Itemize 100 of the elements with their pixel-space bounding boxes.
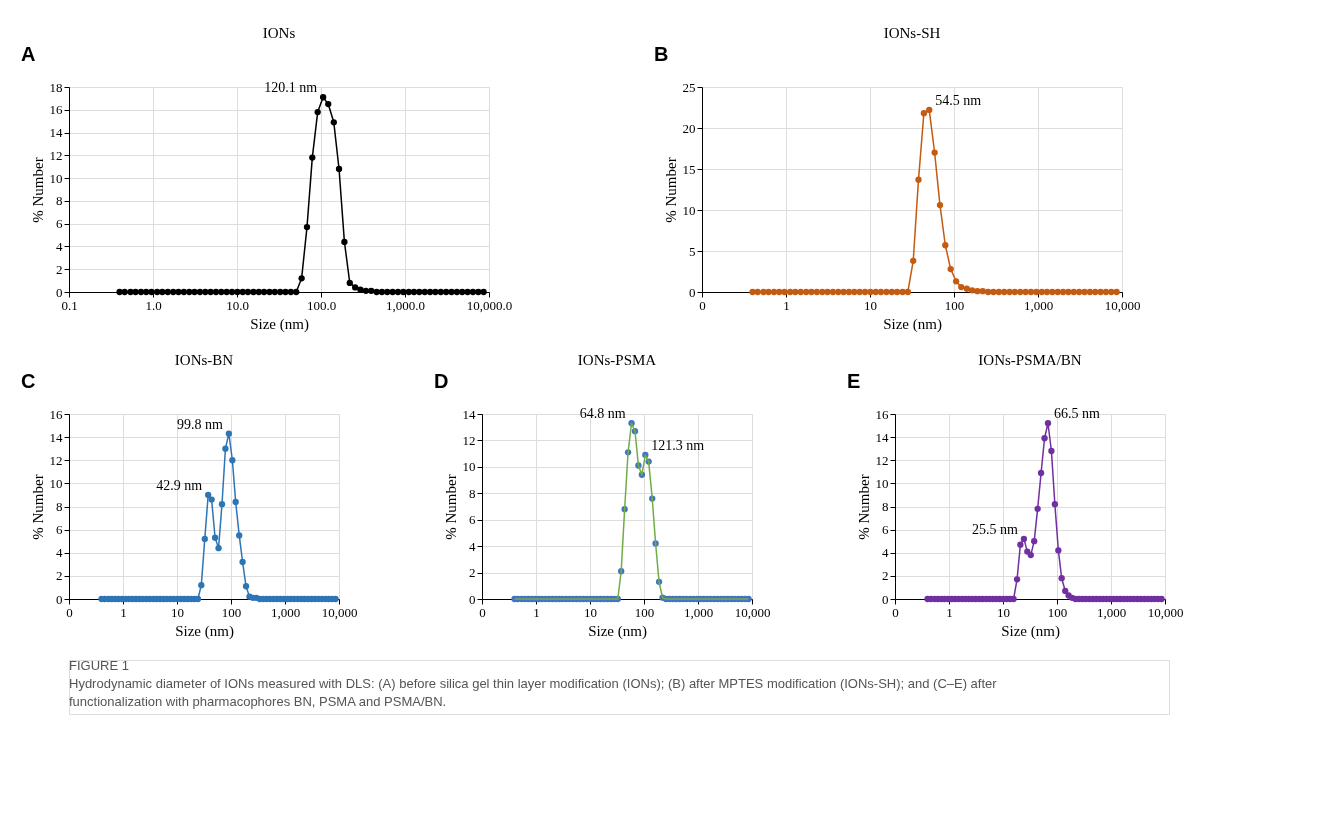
x-tick-label: 0 bbox=[66, 604, 73, 620]
text: C bbox=[21, 370, 36, 392]
annotation: 120.1 nm bbox=[264, 80, 318, 96]
caption: FIGURE 1 bbox=[69, 658, 129, 673]
x-tick-label: 100 bbox=[221, 604, 242, 620]
y-tick-label: 2 bbox=[56, 568, 63, 584]
chart-title: IONs-PSMA/BN bbox=[978, 352, 1082, 368]
y-tick-label: 6 bbox=[56, 216, 63, 232]
y-tick-label: 0 bbox=[469, 591, 476, 607]
y-tick-label: 16 bbox=[49, 406, 63, 422]
y-tick-label: 12 bbox=[49, 452, 63, 468]
x-tick-label: 100.0 bbox=[306, 297, 337, 313]
chart-title: IONs-SH bbox=[883, 25, 941, 41]
annotation: 42.9 nm bbox=[156, 477, 203, 493]
y-tick-label: 25 bbox=[682, 79, 696, 95]
annotation: 99.8 nm bbox=[176, 416, 223, 432]
text: Hydrodynamic diameter of IONs measured with DLS: (A) before silica gel thin layer modification (IONs); (B) after MPTES modification (IONs-SH); and (C–E) after functionalization with pharmacophores BN, PSMA and PSMA/BN. bbox=[69, 676, 998, 709]
y-tick-label: 12 bbox=[875, 452, 889, 468]
y-tick-label: 12 bbox=[49, 147, 63, 163]
x-tick-label: 100 bbox=[634, 604, 655, 620]
x-tick-label: 0 bbox=[892, 604, 899, 620]
y-tick-label: 10 bbox=[462, 459, 476, 475]
y-tick-label: 2 bbox=[882, 568, 889, 584]
y-tick-label: 10 bbox=[682, 202, 696, 218]
y-tick-label: 5 bbox=[689, 243, 696, 259]
x-tick-label: 10 bbox=[997, 604, 1010, 620]
chart-title: IONs bbox=[262, 25, 296, 41]
x-axis-title: Size (nm) bbox=[175, 622, 234, 640]
x-tick-label: 0.1 bbox=[61, 297, 78, 313]
x-tick-label: 0 bbox=[479, 604, 486, 620]
y-tick-label: 12 bbox=[462, 432, 476, 448]
x-tick-label: 1,000 bbox=[1023, 297, 1054, 313]
annotation: 25.5 nm bbox=[972, 521, 1019, 537]
x-tick-label: 1.0 bbox=[145, 297, 162, 313]
x-tick-label: 1 bbox=[533, 604, 540, 620]
x-tick-label: 10.0 bbox=[226, 297, 249, 313]
y-tick-label: 10 bbox=[49, 475, 63, 491]
x-axis-title: Size (nm) bbox=[250, 315, 309, 333]
x-tick-label: 10,000.0 bbox=[466, 297, 513, 313]
x-tick-label: 10 bbox=[171, 604, 184, 620]
y-tick-label: 0 bbox=[882, 591, 889, 607]
y-tick-label: 0 bbox=[56, 591, 63, 607]
y-tick-label: 6 bbox=[56, 522, 63, 538]
chart-title: IONs-BN bbox=[174, 352, 234, 368]
y-tick-label: 14 bbox=[49, 125, 63, 141]
y-axis-title: % Number bbox=[855, 474, 872, 540]
chart-title: IONs-PSMA bbox=[577, 352, 657, 368]
annotation: 121.3 nm bbox=[651, 437, 705, 453]
text: B bbox=[654, 43, 669, 65]
y-tick-label: 14 bbox=[462, 406, 476, 422]
x-tick-label: 1 bbox=[783, 297, 790, 313]
y-tick-label: 20 bbox=[682, 120, 696, 136]
y-tick-label: 2 bbox=[56, 261, 63, 277]
x-axis-title: Size (nm) bbox=[1001, 622, 1060, 640]
y-tick-label: 0 bbox=[689, 284, 696, 300]
x-axis-title: Size (nm) bbox=[883, 315, 942, 333]
y-axis-title: % Number bbox=[29, 474, 46, 540]
y-tick-label: 2 bbox=[469, 565, 476, 581]
y-tick-label: 8 bbox=[469, 485, 476, 501]
x-tick-label: 1,000 bbox=[1096, 604, 1127, 620]
y-axis-title: % Number bbox=[29, 157, 46, 223]
x-tick-label: 10,000 bbox=[1104, 297, 1141, 313]
y-tick-label: 16 bbox=[49, 102, 63, 118]
text: E bbox=[847, 370, 861, 392]
y-tick-label: 6 bbox=[882, 522, 889, 538]
y-tick-label: 0 bbox=[56, 284, 63, 300]
text: D bbox=[434, 370, 449, 392]
x-tick-label: 1,000.0 bbox=[386, 297, 425, 313]
x-tick-label: 1 bbox=[946, 604, 953, 620]
y-tick-label: 8 bbox=[56, 193, 63, 209]
y-tick-label: 14 bbox=[875, 429, 889, 445]
y-tick-label: 4 bbox=[469, 538, 476, 554]
x-tick-label: 1,000 bbox=[683, 604, 714, 620]
x-tick-label: 10,000 bbox=[321, 604, 358, 620]
text: A bbox=[21, 43, 36, 65]
y-tick-label: 6 bbox=[469, 512, 476, 528]
y-tick-label: 4 bbox=[56, 545, 63, 561]
x-tick-label: 100 bbox=[944, 297, 965, 313]
y-tick-label: 8 bbox=[882, 499, 889, 514]
annotation: 66.5 nm bbox=[1053, 406, 1100, 422]
y-tick-label: 10 bbox=[875, 475, 889, 491]
y-tick-label: 16 bbox=[875, 406, 889, 422]
x-tick-label: 100 bbox=[1047, 604, 1068, 620]
y-tick-label: 4 bbox=[882, 545, 889, 561]
y-tick-label: 18 bbox=[49, 79, 63, 95]
x-tick-label: 0 bbox=[699, 297, 706, 313]
y-axis-title: % Number bbox=[442, 474, 459, 540]
annotation: 54.5 nm bbox=[935, 92, 982, 108]
x-tick-label: 10 bbox=[584, 604, 597, 620]
y-tick-label: 8 bbox=[56, 499, 63, 514]
x-tick-label: 1 bbox=[120, 604, 127, 620]
y-axis-title: % Number bbox=[662, 157, 679, 223]
x-tick-label: 10 bbox=[864, 297, 877, 313]
y-tick-label: 10 bbox=[49, 170, 63, 186]
x-tick-label: 1,000 bbox=[270, 604, 301, 620]
x-tick-label: 10,000 bbox=[1147, 604, 1184, 620]
x-tick-label: 10,000 bbox=[734, 604, 771, 620]
y-tick-label: 15 bbox=[682, 161, 696, 177]
annotation: 64.8 nm bbox=[579, 406, 626, 422]
y-tick-label: 14 bbox=[49, 429, 63, 445]
